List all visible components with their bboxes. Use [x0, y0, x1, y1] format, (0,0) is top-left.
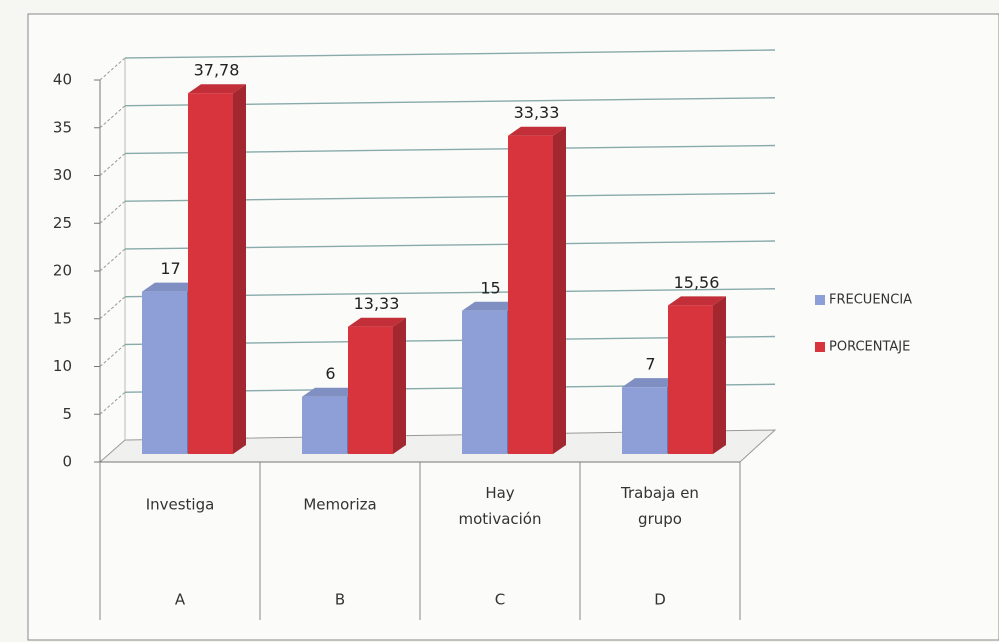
bar-front	[508, 135, 553, 455]
y-tick-label: 5	[62, 405, 72, 423]
value-label: 7	[645, 355, 655, 374]
bar	[668, 296, 726, 454]
grid-line	[99, 57, 126, 81]
bar	[348, 317, 406, 454]
legend-swatch	[815, 342, 825, 352]
bar-top	[622, 378, 680, 388]
grid-line	[99, 105, 126, 129]
value-label: 15	[480, 278, 500, 297]
group-label: A	[175, 591, 186, 609]
bar-front	[142, 291, 187, 454]
grid-line	[99, 200, 126, 224]
bar	[508, 126, 566, 455]
x-tick-label: Memoriza	[303, 496, 376, 514]
y-tick-label: 30	[53, 166, 72, 184]
bar-front	[668, 305, 713, 454]
y-tick-label: 40	[53, 71, 72, 89]
y-tick-label: 0	[62, 453, 72, 471]
legend-label: PORCENTAJE	[829, 340, 910, 355]
value-label: 37,78	[194, 61, 240, 80]
y-tick-label: 15	[53, 309, 72, 327]
y-tick-label: 25	[53, 214, 72, 232]
value-label: 6	[325, 364, 335, 383]
grid-line	[99, 248, 126, 272]
bar-side	[393, 317, 406, 454]
value-label: 33,33	[514, 103, 560, 122]
y-tick-label: 20	[53, 262, 72, 280]
bar-top	[348, 317, 406, 327]
grid-line	[99, 296, 126, 320]
group-label: D	[654, 591, 666, 609]
x-tick-label: Trabaja en grupo	[620, 484, 699, 528]
group-label: B	[335, 591, 345, 609]
value-label: 13,33	[354, 294, 400, 313]
x-tick-label: Investiga	[146, 496, 215, 514]
bar-top	[302, 387, 360, 397]
grid-line	[99, 153, 126, 176]
bar-top	[508, 126, 566, 136]
group-label: C	[495, 591, 505, 609]
y-tick-label: 35	[53, 118, 72, 136]
legend-swatch	[815, 295, 825, 305]
bar-front	[188, 93, 233, 455]
bar	[188, 84, 246, 455]
grid-line	[99, 344, 126, 367]
grid-line	[124, 49, 776, 59]
bar-front	[302, 396, 347, 454]
legend-label: FRECUENCIA	[829, 293, 912, 308]
grid-line	[99, 391, 126, 415]
bar-front	[462, 310, 507, 454]
bar-front	[348, 326, 393, 454]
bar-top	[668, 296, 726, 306]
bar-side	[553, 126, 566, 455]
value-label: 17	[160, 259, 180, 278]
x-tick-label: Hay motivación	[458, 484, 541, 528]
bar-side	[713, 296, 726, 454]
bar-top	[142, 282, 200, 292]
bar-front	[622, 387, 667, 454]
value-label: 15,56	[674, 273, 720, 292]
y-tick-label: 10	[53, 357, 72, 375]
bar-side	[233, 84, 246, 455]
bar-top	[462, 301, 520, 311]
bar-top	[188, 84, 246, 94]
